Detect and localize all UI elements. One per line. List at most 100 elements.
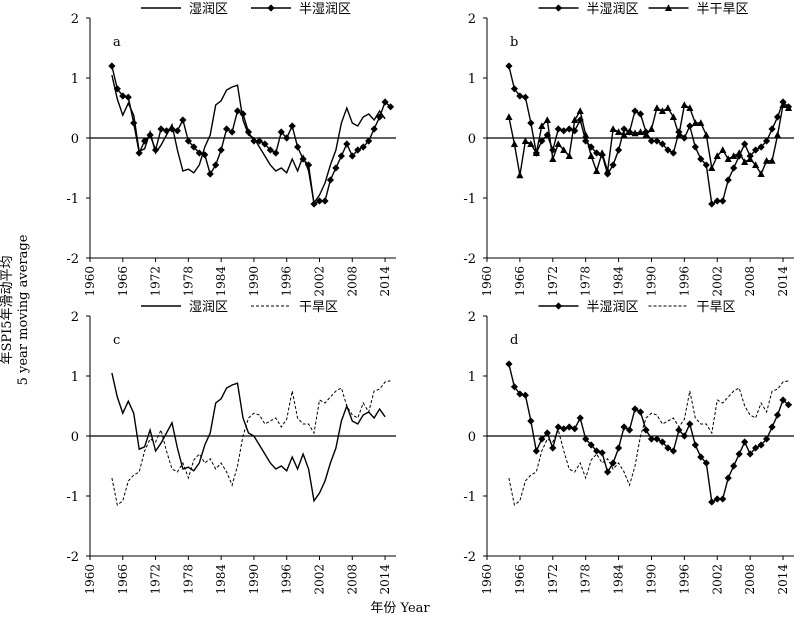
data-point (746, 155, 754, 162)
data-point (124, 93, 132, 101)
data-point (636, 408, 645, 416)
x-tick-label: 1996 (677, 266, 691, 297)
data-point (620, 125, 628, 133)
data-point (348, 152, 356, 160)
data-point (713, 197, 721, 205)
data-point (593, 447, 601, 455)
x-tick-label: 1984 (214, 266, 228, 297)
data-point (381, 98, 389, 106)
data-point (730, 152, 738, 159)
data-point (724, 176, 732, 184)
x-tick-label: 1978 (181, 266, 195, 297)
data-point (620, 131, 628, 138)
data-point (521, 137, 529, 144)
data-point (168, 125, 176, 133)
data-point (658, 438, 667, 446)
data-point (571, 116, 579, 123)
data-point (752, 444, 760, 452)
data-point (321, 197, 329, 205)
data-point (784, 401, 793, 409)
x-tick-label: 1978 (579, 266, 593, 297)
x-tick-label: 1990 (644, 564, 658, 595)
data-point (184, 137, 192, 145)
data-point (538, 435, 546, 443)
data-point (702, 131, 710, 138)
x-tick-label: 1966 (513, 564, 527, 595)
x-tick-label: 1990 (247, 266, 261, 297)
data-point (631, 129, 639, 137)
data-point (768, 423, 776, 431)
data-point (560, 425, 568, 433)
data-point (757, 441, 765, 449)
data-point (250, 137, 258, 145)
x-tick-label: 2002 (710, 564, 724, 595)
data-point (669, 149, 677, 157)
data-point (195, 149, 203, 157)
data-point (113, 85, 121, 93)
data-point (538, 137, 546, 145)
data-point (157, 125, 165, 133)
data-point (719, 495, 727, 503)
data-point (549, 155, 557, 162)
x-tick-label: 2008 (743, 266, 757, 297)
data-point (549, 444, 557, 452)
data-point (614, 444, 623, 452)
data-point (565, 125, 573, 133)
data-point (620, 423, 628, 431)
data-point (768, 125, 776, 133)
data-point (669, 113, 677, 120)
x-tick-label: 1990 (247, 564, 261, 595)
data-point (614, 146, 623, 154)
data-point (653, 104, 661, 111)
series-1 (111, 74, 386, 205)
data-point (658, 140, 667, 148)
data-point (151, 146, 160, 154)
data-point (141, 137, 149, 145)
y-tick-label: 1 (468, 72, 476, 87)
legend: 半湿润区 半干旱区 (538, 2, 749, 17)
data-point (201, 151, 209, 159)
data-point (332, 164, 340, 172)
data-point (741, 140, 749, 148)
data-point (669, 447, 677, 455)
series-2 (111, 380, 391, 506)
data-point (691, 143, 699, 151)
legend-label: 半湿润区 (299, 2, 351, 17)
data-point (527, 417, 535, 425)
x-tick-label: 1966 (513, 266, 527, 297)
data-point (752, 146, 760, 154)
x-tick-label: 1960 (83, 564, 97, 595)
data-point (294, 143, 302, 151)
data-point (636, 110, 645, 118)
x-tick-label: 2014 (378, 564, 392, 595)
data-point (593, 167, 601, 174)
data-point (625, 128, 634, 135)
data-point (376, 113, 384, 121)
panel-label: c (113, 333, 120, 348)
data-point (686, 420, 694, 428)
data-point (735, 149, 743, 156)
y-tick-label: 0 (71, 430, 79, 445)
data-point (708, 498, 716, 506)
data-point (697, 155, 705, 163)
data-point (554, 125, 562, 133)
x-tick-label: 1984 (612, 564, 626, 595)
data-point (315, 197, 324, 205)
data-point (779, 101, 787, 108)
x-tick-label: 2014 (378, 266, 392, 297)
data-point (757, 143, 765, 151)
data-point (773, 113, 782, 121)
data-point (675, 426, 683, 434)
y-axis-label-line1: 年SPI5年滑动平均 (0, 255, 15, 364)
data-point (593, 149, 601, 157)
data-point (582, 131, 590, 138)
data-point (708, 200, 716, 208)
data-point (582, 435, 590, 443)
data-point (261, 140, 269, 148)
data-point (576, 414, 584, 422)
x-tick-label: 1960 (480, 266, 494, 297)
panel-label: b (510, 35, 518, 50)
y-tick-label: 0 (468, 132, 476, 147)
data-point (505, 360, 513, 368)
x-tick-label: 1978 (579, 564, 593, 595)
